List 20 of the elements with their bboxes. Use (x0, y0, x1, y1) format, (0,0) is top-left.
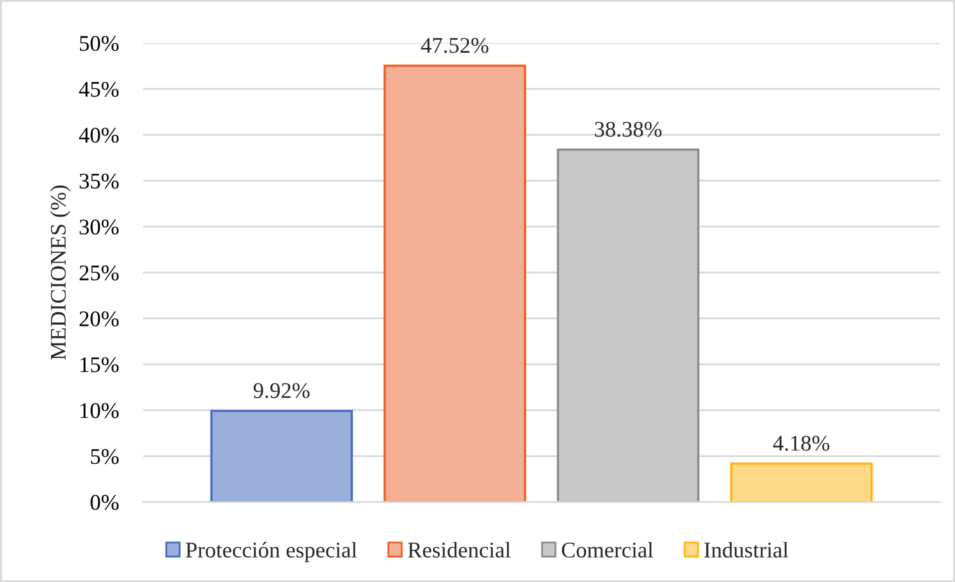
y-tick-label: 35% (80, 174, 119, 189)
y-tick-label: 50% (80, 36, 119, 51)
y-tick-label: 20% (80, 311, 119, 326)
y-tick-label: 0% (90, 494, 119, 510)
legend-label: Comercial (562, 542, 654, 558)
y-tick-label: 25% (80, 265, 119, 280)
y-tick-label: 45% (79, 82, 119, 97)
data-label: 4.18% (773, 436, 830, 451)
data-label: 9.92% (254, 383, 310, 398)
legend-label: Industrial (704, 542, 788, 558)
legend-label: Protección especial (186, 542, 357, 562)
y-tick-label: 40% (79, 128, 119, 143)
y-tick-label: 10% (80, 403, 119, 418)
data-label: 47.52% (421, 38, 488, 54)
y-tick-label: 30% (80, 220, 119, 235)
y-axis-title: MEDICIONES (%) (50, 186, 70, 360)
data-label: 38.38% (594, 122, 662, 137)
y-tick-label: 5% (91, 449, 119, 464)
legend-label: Residencial (408, 542, 511, 558)
y-tick-label: 15% (80, 357, 119, 372)
